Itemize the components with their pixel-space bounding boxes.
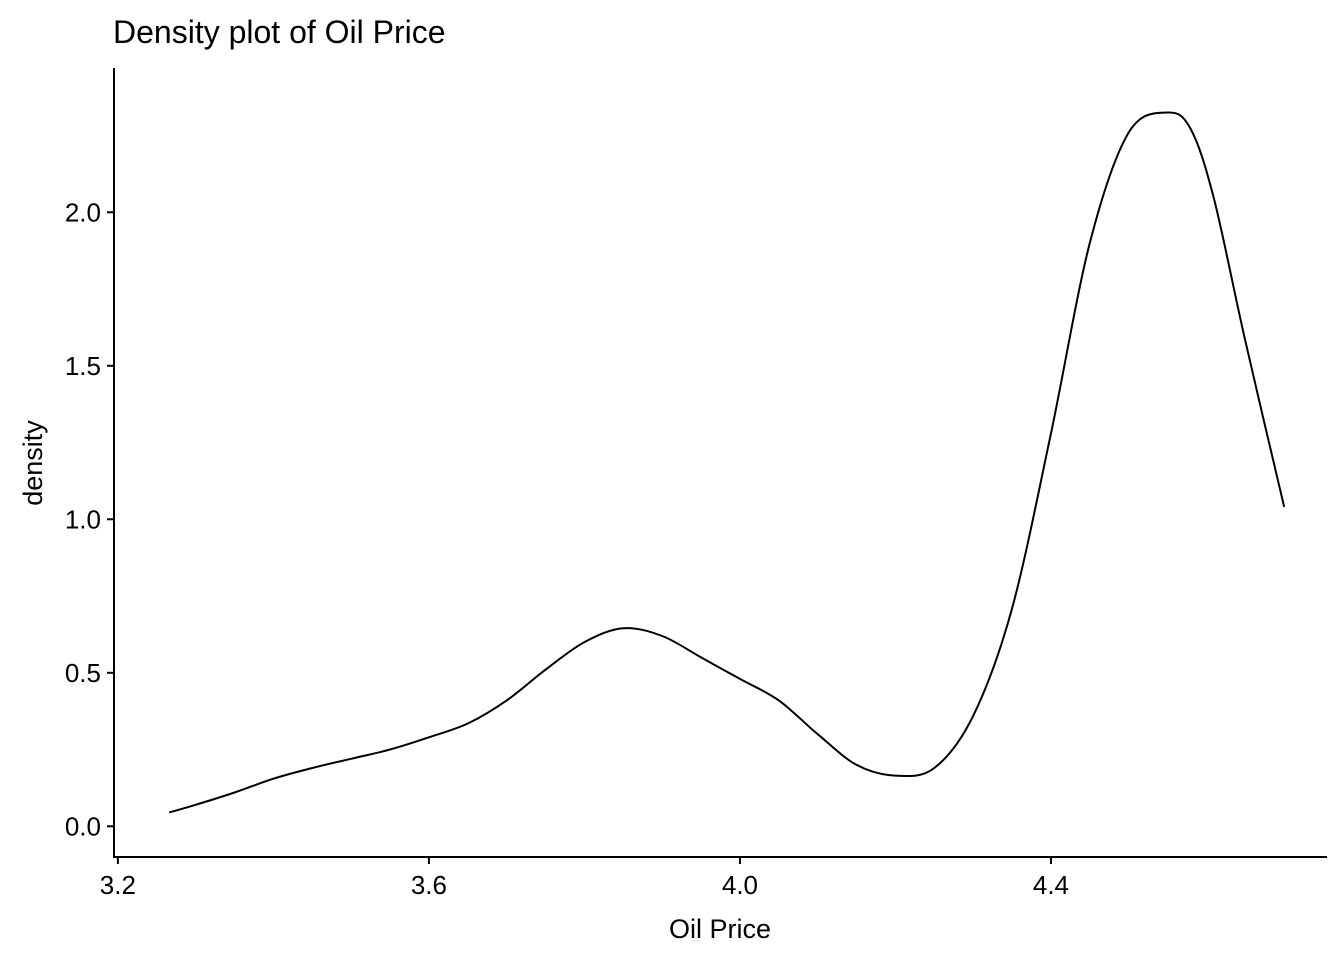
x-axis-ticks: 3.2 3.6 4.0 4.4 <box>100 857 1069 900</box>
y-tick-label: 1.0 <box>65 504 101 534</box>
x-axis-title: Oil Price <box>669 914 771 944</box>
y-tick-label: 0.0 <box>65 811 101 841</box>
y-axis-ticks: 0.0 0.5 1.0 1.5 2.0 <box>65 197 114 841</box>
x-tick-label: 4.4 <box>1033 870 1069 900</box>
x-tick-label: 3.2 <box>100 870 136 900</box>
y-tick-label: 1.5 <box>65 351 101 381</box>
x-tick-label: 3.6 <box>411 870 447 900</box>
y-tick-label: 0.5 <box>65 658 101 688</box>
y-tick-label: 2.0 <box>65 197 101 227</box>
density-curve <box>168 111 1286 814</box>
x-tick-label: 4.0 <box>722 870 758 900</box>
y-axis-title: density <box>18 420 48 506</box>
chart-title: Density plot of Oil Price <box>113 14 446 50</box>
